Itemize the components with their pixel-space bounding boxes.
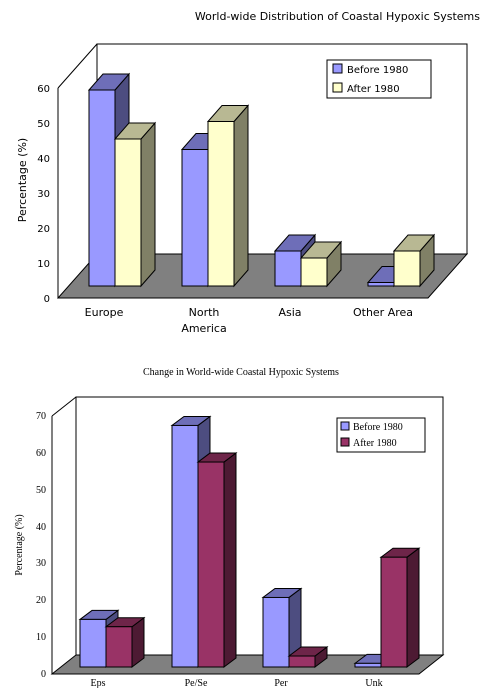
chart-1-floor xyxy=(56,253,469,299)
chart-1: World-wide Distribution of Coastal Hypox… xyxy=(16,10,480,335)
bar-per-before xyxy=(261,587,303,668)
bar-front-face xyxy=(197,461,225,668)
chart-2-ylabel: Percentage (%) xyxy=(14,514,25,575)
chart-2-floor xyxy=(50,654,445,675)
chart-2-bars xyxy=(78,415,421,668)
y-tick-label: 10 xyxy=(36,632,46,643)
x-tick-label: North xyxy=(189,306,220,319)
x-tick-label: Pe/Se xyxy=(185,678,208,688)
chart-2-y-axis: 0 10 20 30 40 50 60 70 xyxy=(36,411,46,680)
x-tick-label: Eps xyxy=(91,678,106,688)
y-tick-label: 0 xyxy=(41,669,46,680)
x-tick-label: Per xyxy=(274,678,288,688)
y-tick-label: 70 xyxy=(36,411,46,422)
chart-2-side-top xyxy=(51,396,77,417)
y-tick-label: 40 xyxy=(36,522,46,533)
y-tick-label: 20 xyxy=(36,595,46,606)
bar-front-face xyxy=(367,282,395,287)
chart-1-side-top xyxy=(57,43,98,89)
chart-1-ylabel: Percentage (%) xyxy=(16,138,29,222)
bar-pe-se-after xyxy=(196,452,238,668)
y-tick-label: 40 xyxy=(37,154,50,165)
chart-2: Change in World-wide Coastal Hypoxic Sys… xyxy=(14,367,445,688)
legend-swatch-after xyxy=(340,437,350,447)
y-tick-label: 30 xyxy=(36,558,46,569)
legend-label: After 1980 xyxy=(347,84,400,95)
bar-asia-after xyxy=(299,240,343,288)
bar-front-face xyxy=(262,596,290,668)
bar-other-area-after xyxy=(392,233,436,288)
x-tick-label: Asia xyxy=(278,306,301,319)
legend-box xyxy=(336,417,426,453)
bar-side-face xyxy=(140,121,156,288)
chart-1-legend: Before 1980 After 1980 xyxy=(326,59,432,99)
chart-2-legend: Before 1980 After 1980 xyxy=(336,417,426,453)
y-tick-label: 0 xyxy=(44,294,50,305)
bar-front-face xyxy=(207,121,235,287)
bar-front-face xyxy=(380,556,408,668)
bar-front-face xyxy=(88,89,116,287)
legend-label: After 1980 xyxy=(353,438,397,449)
x-tick-label: Europe xyxy=(85,306,124,319)
bar-front-face xyxy=(171,424,199,668)
y-tick-label: 10 xyxy=(37,259,50,270)
y-tick-label: 20 xyxy=(37,224,50,235)
y-tick-label: 30 xyxy=(37,189,50,200)
y-tick-label: 60 xyxy=(37,84,50,95)
x-tick-label: Other Area xyxy=(353,306,413,319)
legend-swatch-before xyxy=(340,421,350,431)
chart-1-y-axis: 0 10 20 30 40 50 60 xyxy=(37,84,50,305)
x-tick-label: America xyxy=(181,322,226,335)
bar-unk-after xyxy=(379,547,421,668)
bar-front-face xyxy=(114,138,142,287)
bar-front-face xyxy=(181,149,209,287)
chart-2-title: Change in World-wide Coastal Hypoxic Sys… xyxy=(143,367,339,378)
bar-front-face xyxy=(354,662,382,668)
bar-side-face xyxy=(223,452,237,668)
bar-north-america-after xyxy=(206,104,250,288)
bar-europe-after xyxy=(113,121,157,288)
bar-front-face xyxy=(288,655,316,668)
bar-front-face xyxy=(274,250,302,287)
legend-swatch-after xyxy=(332,82,343,93)
bar-per-after xyxy=(287,646,329,668)
bar-side-face xyxy=(233,104,249,288)
legend-label: Before 1980 xyxy=(347,65,408,76)
x-tick-label: Unk xyxy=(365,678,382,688)
chart-1-x-axis: Europe North America Asia Other Area xyxy=(85,306,413,335)
bar-front-face xyxy=(393,250,421,287)
chart-1-title: World-wide Distribution of Coastal Hypox… xyxy=(195,10,480,23)
bar-side-face xyxy=(406,547,420,668)
y-tick-label: 50 xyxy=(37,119,50,130)
legend-swatch-before xyxy=(332,63,343,74)
y-tick-label: 50 xyxy=(36,485,46,496)
bar-front-face xyxy=(300,257,328,287)
y-tick-label: 60 xyxy=(36,448,46,459)
bar-front-face xyxy=(105,626,133,668)
bar-front-face xyxy=(79,618,107,668)
chart-1-bars xyxy=(87,72,436,288)
legend-box xyxy=(326,59,432,99)
chart-2-x-axis: Eps Pe/Se Per Unk xyxy=(91,678,383,688)
bar-eps-after xyxy=(104,616,146,668)
legend-label: Before 1980 xyxy=(353,422,403,433)
